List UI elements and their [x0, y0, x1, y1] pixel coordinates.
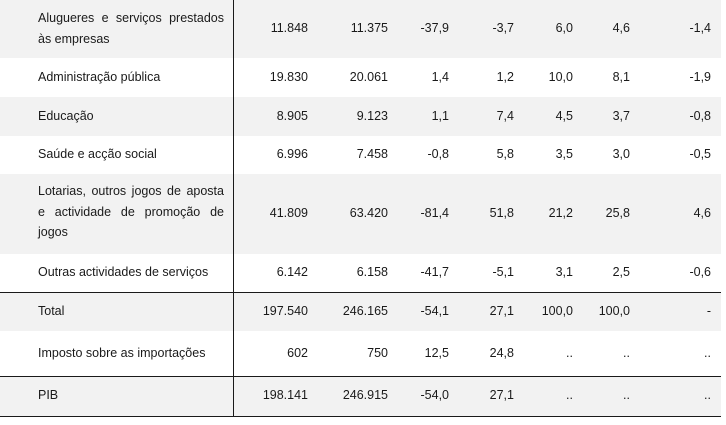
row-label: Lotarias, outros jogos de aposta e activ… — [38, 184, 224, 239]
table-cell: .. — [566, 346, 573, 360]
table-cell: 11.375 — [350, 21, 388, 35]
row-label: Educação — [38, 109, 94, 123]
table-cell: 6.142 — [276, 265, 308, 279]
table-row: Lotarias, outros jogos de aposta e activ… — [0, 174, 721, 254]
table-cell: 8,1 — [612, 70, 630, 84]
table-cell: 1,1 — [431, 109, 449, 123]
table-cell: 25,8 — [605, 206, 630, 220]
table-cell: 6,0 — [555, 21, 573, 35]
table-cell: 7,4 — [496, 109, 514, 123]
table-row: PIB 198.141 246.915 -54,0 27,1...... — [0, 377, 721, 416]
table-cell: 3,0 — [612, 147, 630, 161]
table-cell: - — [706, 304, 711, 318]
table-cell: .. — [623, 346, 630, 360]
table-cell: -54,0 — [420, 388, 450, 402]
table-cell: 19.830 — [269, 70, 308, 84]
table-row: Total 197.540 246.165 -54,1 27,1 100,0 100,0 - — [0, 293, 721, 331]
table-cell: 21,2 — [548, 206, 573, 220]
table-cell: 41.809 — [269, 206, 308, 220]
table-cell: 7.458 — [356, 147, 388, 161]
table-cell: 3,7 — [612, 109, 630, 123]
table-cell: 24,8 — [489, 346, 514, 360]
table-cell: 12,5 — [424, 346, 449, 360]
table-cell: -81,4 — [420, 206, 450, 220]
table-cell: 1,4 — [431, 70, 449, 84]
table-cell: -54,1 — [420, 304, 450, 318]
table-cell: .. — [566, 388, 573, 402]
row-label: Alugueres e serviços prestados às empres… — [38, 11, 224, 46]
table-cell: 20.061 — [349, 70, 388, 84]
table-cell: -1,4 — [689, 21, 711, 35]
table-cell: 10,0 — [548, 70, 573, 84]
pib-divider — [0, 376, 721, 377]
row-label: Saúde e acção social — [38, 147, 157, 161]
table-cell: -1,9 — [689, 70, 711, 84]
row-label: Imposto sobre as importações — [38, 346, 206, 360]
table-cell: -41,7 — [420, 265, 450, 279]
table-cell: -0,8 — [427, 147, 449, 161]
table-cell: 1,2 — [496, 70, 514, 84]
table-cell: 750 — [367, 346, 388, 360]
table-cell: 6.996 — [276, 147, 308, 161]
table-cell: 4,6 — [612, 21, 630, 35]
table-cell: 8.905 — [276, 109, 308, 123]
total-divider — [0, 292, 721, 293]
table-cell: .. — [623, 388, 630, 402]
table-cell: 11.848 — [270, 21, 308, 35]
table-cell: 100,0 — [598, 304, 630, 318]
table-cell: 246.165 — [342, 304, 388, 318]
table-cell: 3,5 — [555, 147, 573, 161]
table-cell: -0,8 — [689, 109, 711, 123]
table-cell: 2,5 — [612, 265, 630, 279]
table-row: Educação 8.905 9.123 1,1 7,4 4,5 3,7 -0,8 — [0, 97, 721, 136]
table-cell: 5,8 — [496, 147, 514, 161]
bottom-border — [0, 416, 721, 417]
table-cell: 3,1 — [555, 265, 573, 279]
table-cell: 4,6 — [693, 206, 711, 220]
table-cell: 246.915 — [342, 388, 388, 402]
table-cell: 198.141 — [262, 388, 308, 402]
table-cell: 100,0 — [541, 304, 573, 318]
table-row: Administração pública 19.830 20.061 1,4 1,2 1… — [0, 58, 721, 97]
table-row: Saúde e acção social 6.996 7.458 -0,8 5,8 3,5… — [0, 136, 721, 174]
table-cell: 27,1 — [489, 304, 514, 318]
row-label: Outras actividades de serviços — [38, 265, 209, 279]
column-divider — [233, 0, 234, 417]
table-cell: .. — [704, 346, 711, 360]
table-cell: -37,9 — [420, 21, 450, 35]
table-cell: .. — [704, 388, 711, 402]
table-cell: 63.420 — [349, 206, 388, 220]
table-row: Alugueres e serviços prestados às empres… — [0, 0, 721, 58]
table-row: Imposto sobre as importações 602 750 12,5 24… — [0, 331, 721, 376]
table-cell: 4,5 — [555, 109, 573, 123]
table-cell: -5,1 — [492, 265, 514, 279]
table-cell: 197.540 — [262, 304, 308, 318]
row-label: Total — [38, 304, 65, 318]
table-cell: -0,6 — [689, 265, 711, 279]
row-label: PIB — [38, 388, 59, 402]
table-cell: 27,1 — [489, 388, 514, 402]
table-cell: -0,5 — [689, 147, 711, 161]
table-cell: 602 — [287, 346, 308, 360]
table-cell: 6.158 — [356, 265, 388, 279]
table-cell: -3,7 — [492, 21, 514, 35]
table-cell: 9.123 — [356, 109, 388, 123]
table-row: Outras actividades de serviços 6.142 6.158… — [0, 254, 721, 292]
table-cell: 51,8 — [489, 206, 514, 220]
row-label: Administração pública — [38, 70, 161, 84]
